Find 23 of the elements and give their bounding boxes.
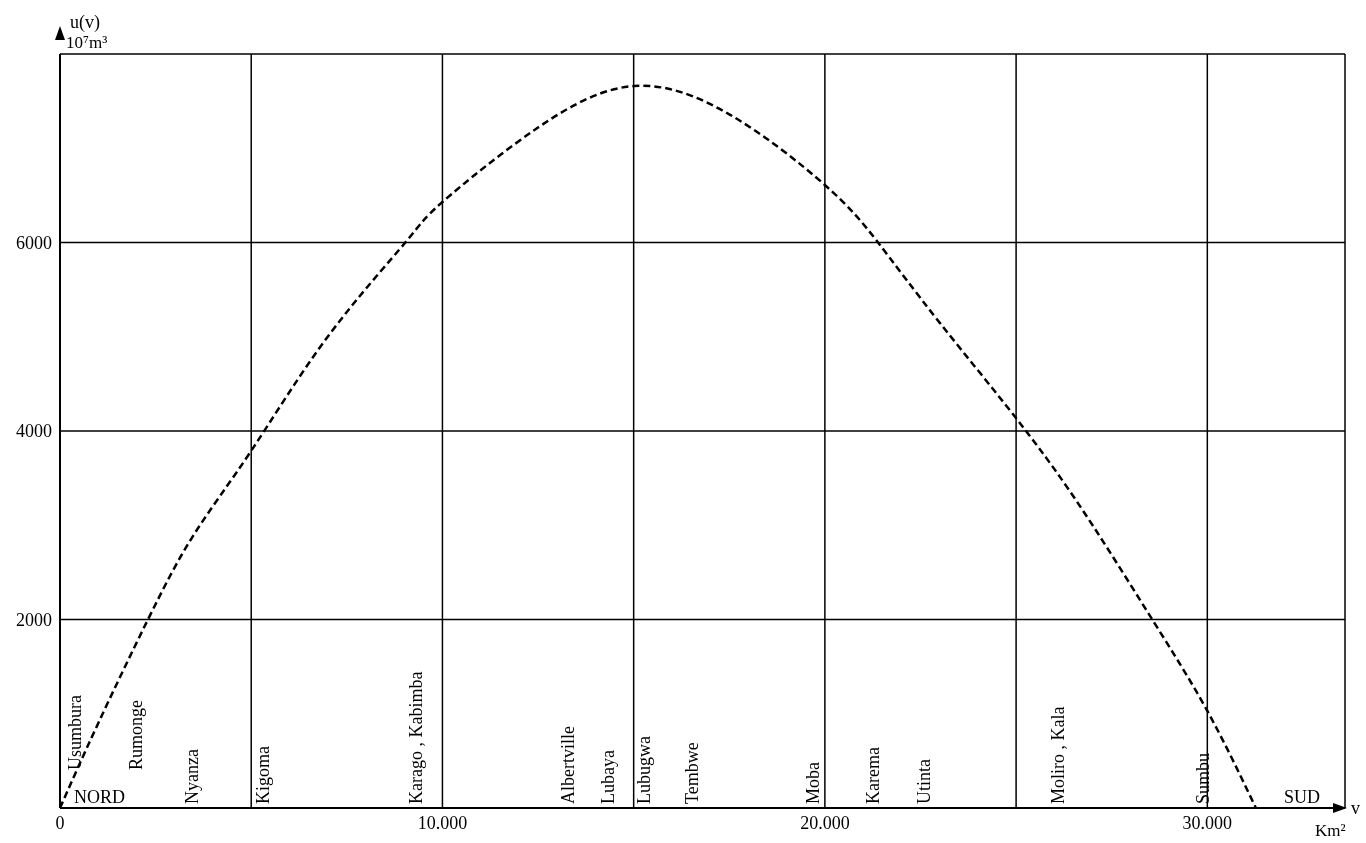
x-tick-label: 30.000: [1182, 812, 1233, 833]
annotation: Albertville: [558, 726, 578, 804]
annotation: Lubugwa: [634, 736, 654, 804]
y-tick-label: 4000: [16, 421, 52, 442]
annotation: Lubaya: [598, 750, 618, 804]
annotation: Usumbura: [65, 695, 85, 770]
y-tick-label: 6000: [16, 232, 52, 253]
annotation: Nyanza: [182, 749, 202, 804]
annotation: Karago , Kabimba: [406, 671, 426, 804]
annotation: Kigoma: [253, 746, 273, 804]
annotation: Karema: [863, 747, 883, 804]
x-tick-label: 10.000: [417, 812, 468, 833]
y-axis-title: u(v) 10⁷m³: [66, 12, 108, 52]
annotation: Moliro , Kala: [1048, 706, 1068, 804]
annotation: Tembwe: [682, 742, 702, 804]
y-tick-label: 2000: [16, 609, 52, 630]
annotation: Utinta: [914, 759, 934, 804]
annotation: Moba: [803, 762, 823, 804]
x-tick-label: 20.000: [800, 812, 850, 833]
annotation: SUD: [1283, 787, 1320, 807]
annotation: Rumonge: [126, 699, 146, 770]
annotation: NORD: [74, 787, 126, 807]
x-tick-label: 0: [55, 812, 65, 833]
